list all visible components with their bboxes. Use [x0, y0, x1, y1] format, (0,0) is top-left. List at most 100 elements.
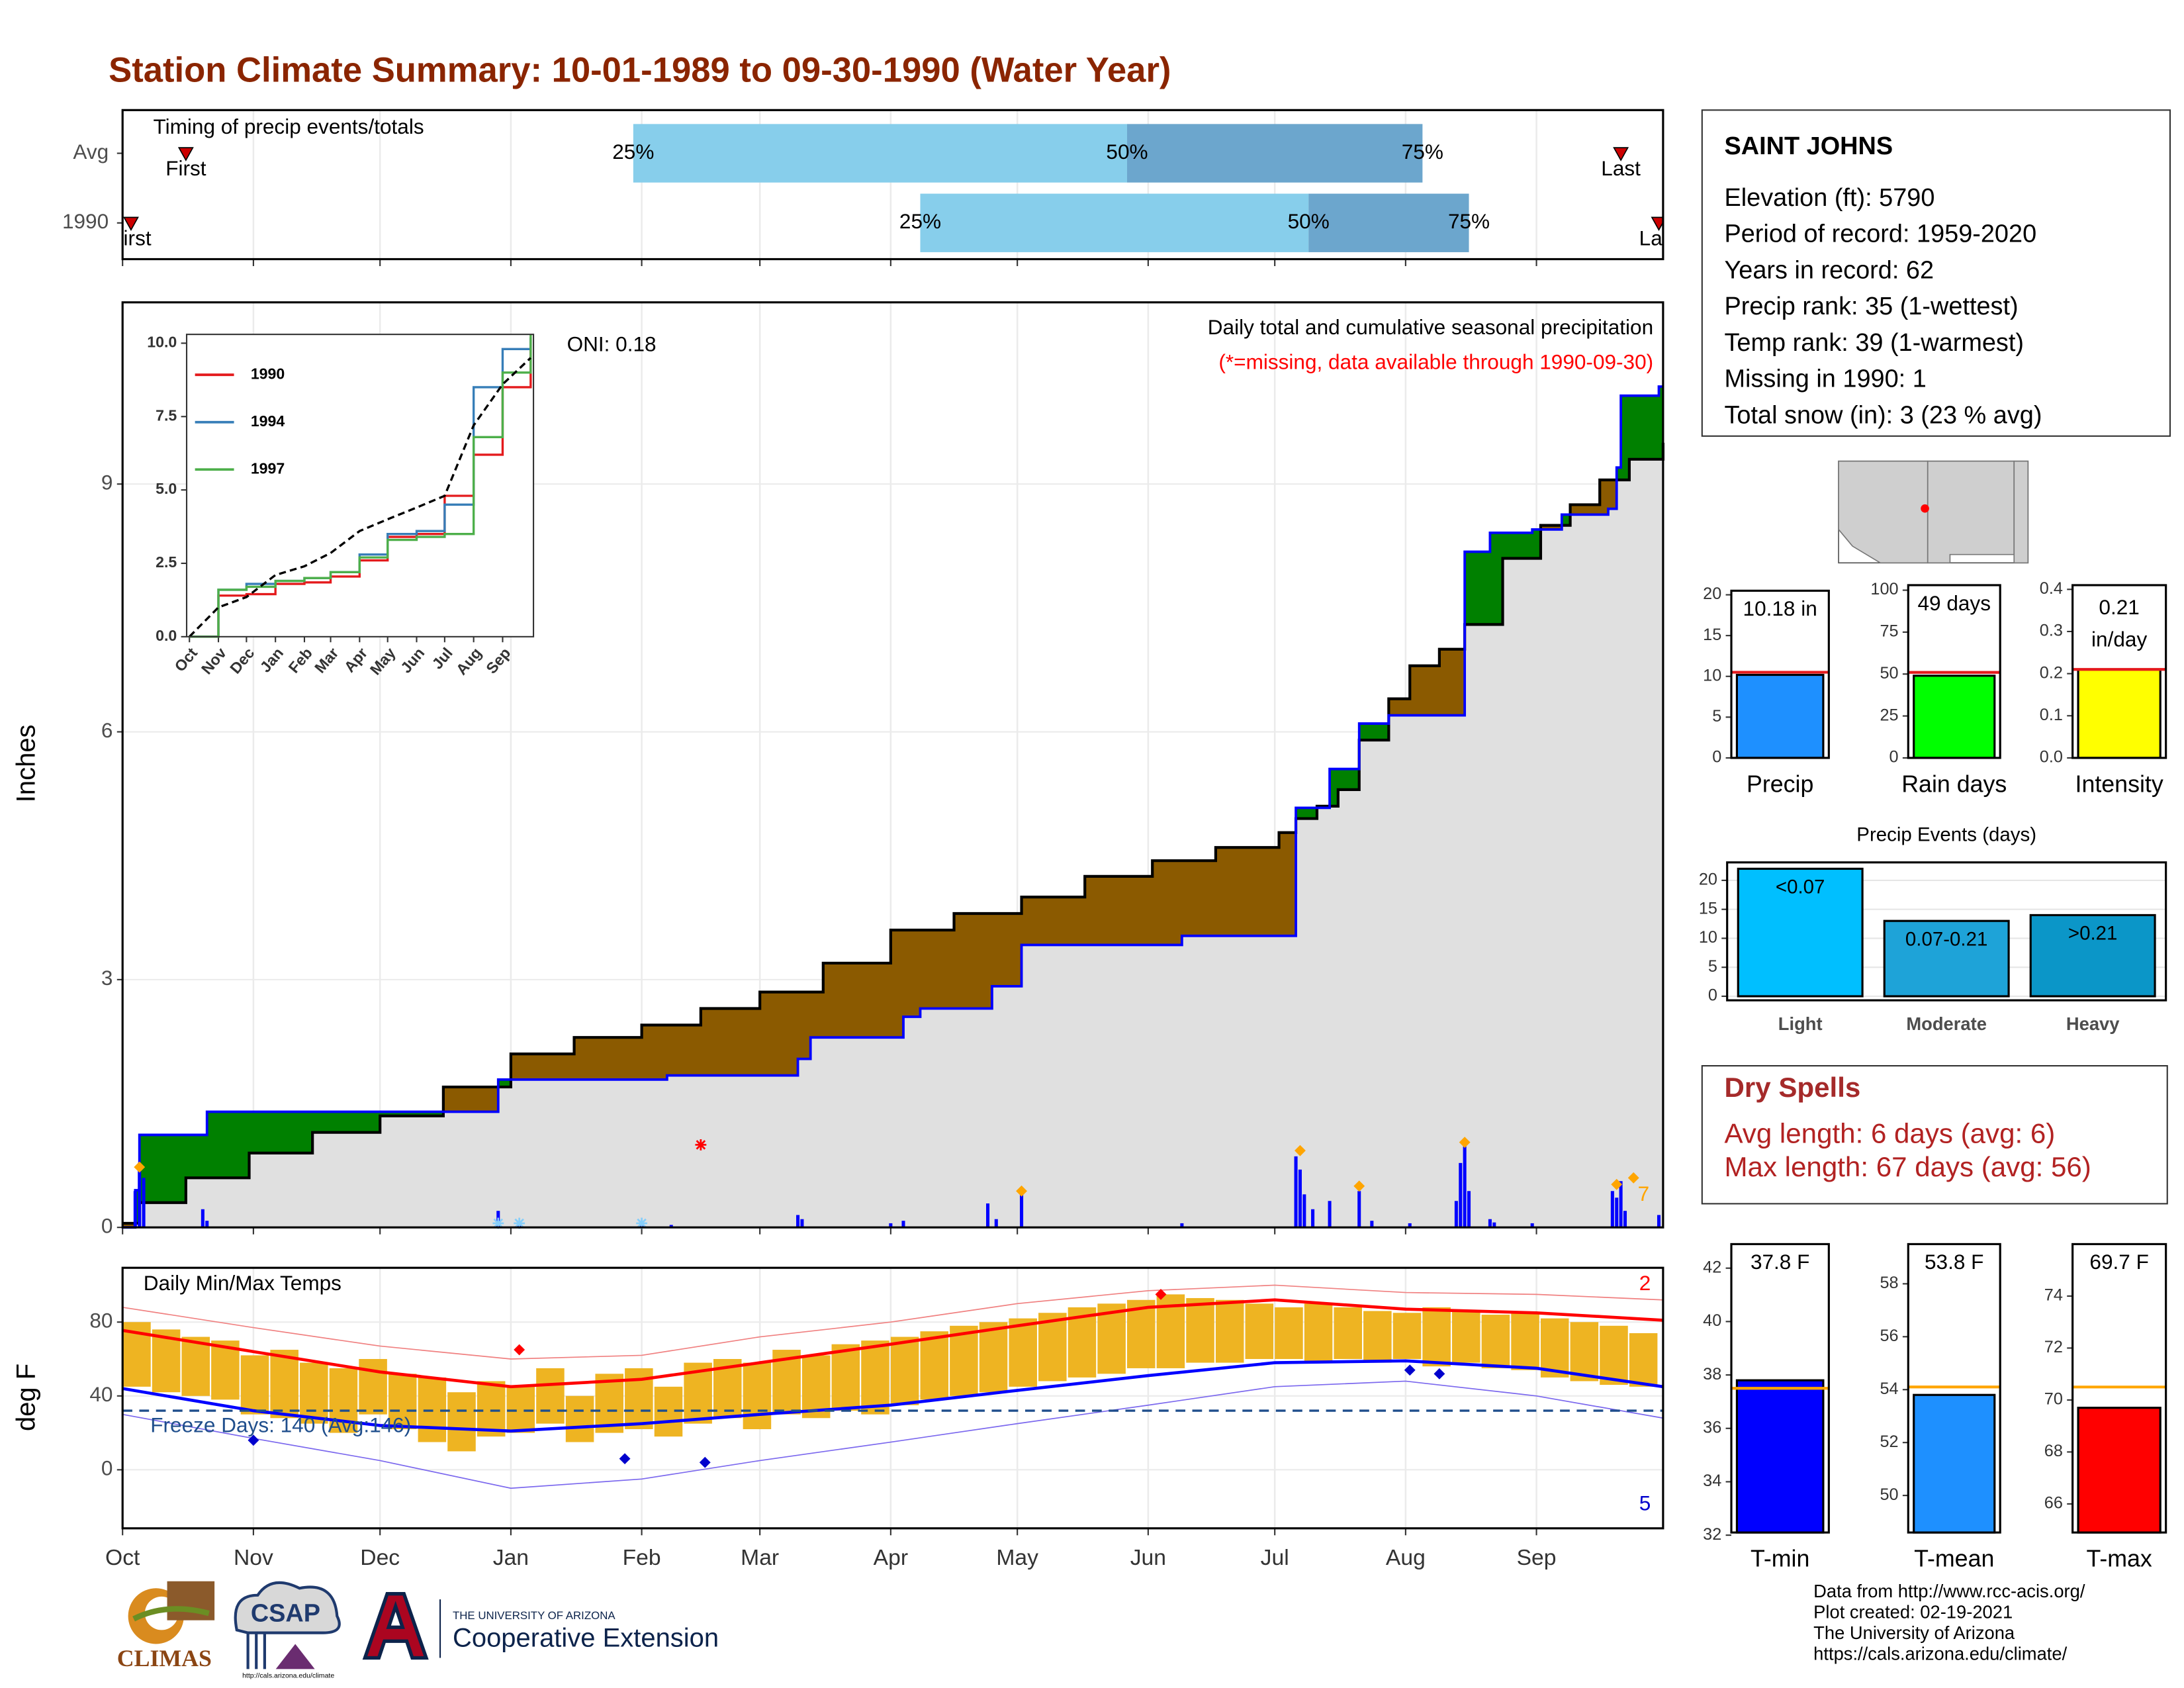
- x-tick-label: Sep: [1517, 1546, 1557, 1570]
- y-tick-label: 0.0: [156, 627, 177, 644]
- logo-text: http://cals.arizona.edu/climate: [242, 1672, 334, 1680]
- temp-range-bar: [477, 1381, 506, 1437]
- locator-map: [1838, 460, 2029, 564]
- daily-bar: [796, 1215, 800, 1228]
- daily-bar: [669, 1225, 673, 1228]
- x-tick-label: Precip: [1747, 771, 1813, 797]
- temp-range-bar: [388, 1374, 417, 1429]
- y-tick-label: 32: [1703, 1525, 1721, 1544]
- dry-spells-line: Avg length: 6 days (avg: 6): [1724, 1117, 2055, 1149]
- marker-label: First: [111, 226, 152, 250]
- y-tick-label: 70: [2044, 1390, 2063, 1409]
- daily-bar: [201, 1209, 205, 1228]
- y-tick-label: 5: [1708, 957, 1717, 976]
- y-tick-label: 34: [1703, 1472, 1721, 1490]
- bar: [1883, 919, 2010, 998]
- y-tick-label: 66: [2044, 1494, 2063, 1513]
- record-marker: [1433, 1368, 1445, 1380]
- legend-label: 1994: [251, 412, 285, 430]
- bar-label: <0.07: [1776, 876, 1825, 898]
- bar: [2029, 914, 2156, 998]
- panel-border: [121, 1266, 1664, 1530]
- y-tick-label: 20: [1703, 585, 1721, 603]
- temp-range-bar: [595, 1374, 623, 1433]
- marker-label: Last: [1639, 226, 1679, 250]
- daily-bar: [1370, 1221, 1374, 1228]
- climas-logo: CLIMAS: [117, 1581, 215, 1671]
- timing-marks: 25% 50% 75% First Last 25% 50% 75% First Last: [111, 124, 1679, 252]
- daily-bar: [1467, 1191, 1471, 1228]
- missing-marker: [695, 1139, 707, 1150]
- x-tick-label: Nov: [234, 1546, 273, 1570]
- x-tick-label: May: [996, 1546, 1038, 1570]
- logo-text: CLIMAS: [117, 1645, 212, 1671]
- y-tick-label: 40: [1703, 1311, 1721, 1330]
- temp-range-bar: [1452, 1311, 1480, 1363]
- daily-bar: [133, 1191, 137, 1228]
- daily-bar: [1302, 1194, 1306, 1228]
- temp-range-bar: [359, 1359, 387, 1415]
- temp-range-bar: [861, 1340, 889, 1415]
- panel-border: [121, 109, 1664, 261]
- daily-bar: [800, 1219, 804, 1228]
- chart-title: Daily total and cumulative seasonal prec…: [1208, 315, 1653, 339]
- x-tick-label: Mar: [741, 1546, 779, 1570]
- daily-bar: [1298, 1169, 1302, 1228]
- temp-range-bar: [801, 1355, 831, 1419]
- temp-range-bar: [1481, 1315, 1510, 1368]
- value-label: 37.8 F: [1751, 1250, 1809, 1274]
- panel-border: [1907, 584, 2001, 759]
- station-line: Total snow (in): 3 (23 % avg): [1724, 401, 2042, 429]
- x-tick-label: Aug: [1386, 1546, 1426, 1570]
- y-tick-label: 0: [101, 1456, 113, 1480]
- annotation: Freeze Days: 140 (Avg:146): [150, 1413, 411, 1436]
- dry-spells-box: [1701, 1064, 2168, 1205]
- quantile-label: 50%: [1106, 140, 1148, 164]
- temp-range-bar: [1126, 1299, 1156, 1368]
- average-line: [189, 357, 532, 638]
- count-label: 2: [1639, 1271, 1651, 1295]
- y-tick-label: Avg: [73, 140, 109, 164]
- x-tick-label: Light: [1778, 1013, 1823, 1034]
- temp-range-bar: [211, 1340, 240, 1400]
- snow-marker: [514, 1217, 525, 1229]
- chart-subtitle: (*=missing, data available through 1990-…: [1218, 350, 1653, 374]
- marker-label: First: [165, 156, 206, 180]
- y-tick-label: 68: [2044, 1442, 2063, 1460]
- csap-logo: CSAP http://cals.arizona.edu/climate: [234, 1581, 341, 1680]
- bar: [2077, 1407, 2161, 1534]
- logo-text: THE UNIVERSITY OF ARIZONA: [453, 1609, 615, 1622]
- quantile-label: 25%: [612, 140, 654, 164]
- panel-border: [1907, 1243, 2001, 1534]
- temp-range-bar: [1038, 1313, 1067, 1382]
- y-tick-label: 36: [1703, 1418, 1721, 1436]
- daily-bar: [142, 1178, 146, 1228]
- count-label: 5: [1639, 1491, 1651, 1515]
- y-tick-label: 0: [101, 1214, 113, 1238]
- y-tick-label: 0.2: [2040, 663, 2063, 682]
- temp-marks: [122, 1284, 1663, 1489]
- station-line: Temp rank: 39 (1-warmest): [1724, 329, 2024, 357]
- daily-bar: [1328, 1201, 1332, 1228]
- temp-range-bar: [1215, 1299, 1244, 1363]
- x-tick-label: Oct: [105, 1546, 140, 1570]
- station-line: Period of record: 1959-2020: [1724, 220, 2036, 248]
- x-tick-label: T-max: [2086, 1546, 2152, 1572]
- temp-range-bar: [270, 1350, 298, 1419]
- cumulative-line: [122, 385, 1663, 1229]
- bar-label: 0.07-0.21: [1905, 928, 1987, 950]
- station-line: Precip rank: 35 (1-wettest): [1724, 293, 2018, 320]
- temp-range-bar: [1304, 1303, 1333, 1363]
- temp-range-bar: [181, 1336, 210, 1396]
- record-marker: [1404, 1364, 1416, 1376]
- station-line: Years in record: 62: [1724, 256, 1934, 284]
- y-tick-label: 52: [1880, 1432, 1898, 1451]
- y-tick-label: 50: [1880, 1485, 1898, 1504]
- bar: [2077, 668, 2161, 759]
- y-tick-label: 2.5: [156, 553, 177, 571]
- temp-range-bar: [1275, 1307, 1303, 1360]
- temp-line: [122, 1298, 1663, 1389]
- temp-range-bar: [1629, 1333, 1658, 1387]
- y-tick-label: 0: [1708, 986, 1717, 1005]
- x-tick-label: Heavy: [2066, 1013, 2120, 1034]
